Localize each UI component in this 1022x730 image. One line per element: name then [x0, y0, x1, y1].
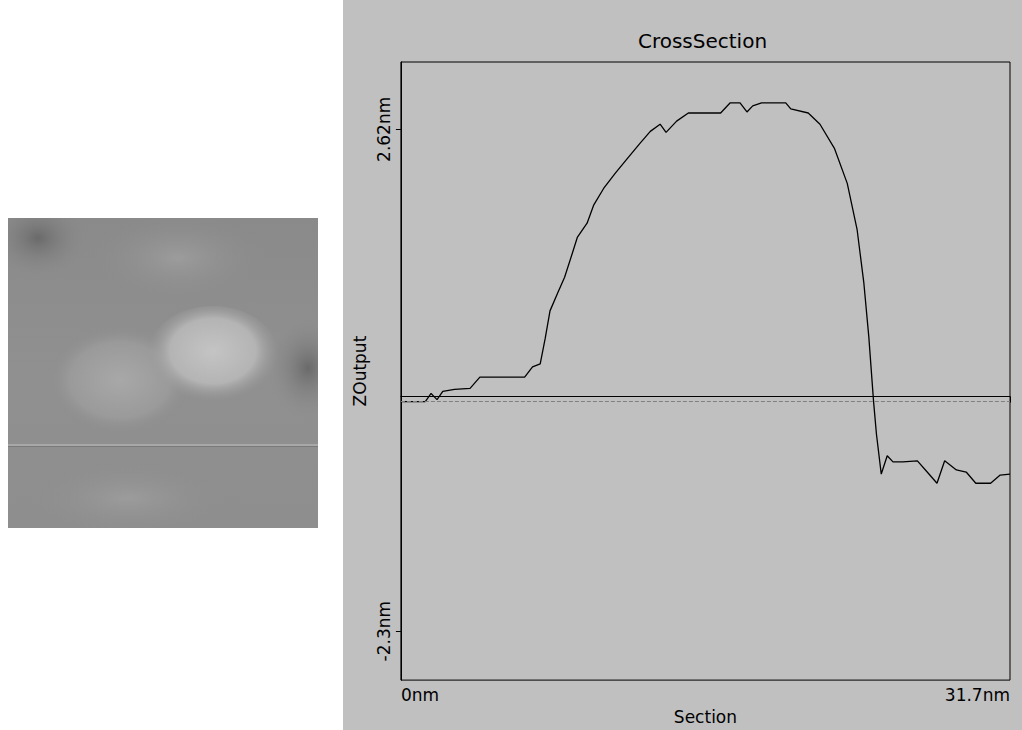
svg-text:-2.3nm: -2.3nm	[374, 601, 394, 662]
svg-text:2.62nm: 2.62nm	[374, 97, 394, 162]
svg-text:CrossSection: CrossSection	[638, 29, 767, 53]
svg-text:0nm: 0nm	[401, 685, 439, 705]
svg-text:Section: Section	[674, 707, 737, 727]
svg-text:31.7nm: 31.7nm	[945, 685, 1010, 705]
svg-text:ZOutput: ZOutput	[350, 335, 370, 406]
